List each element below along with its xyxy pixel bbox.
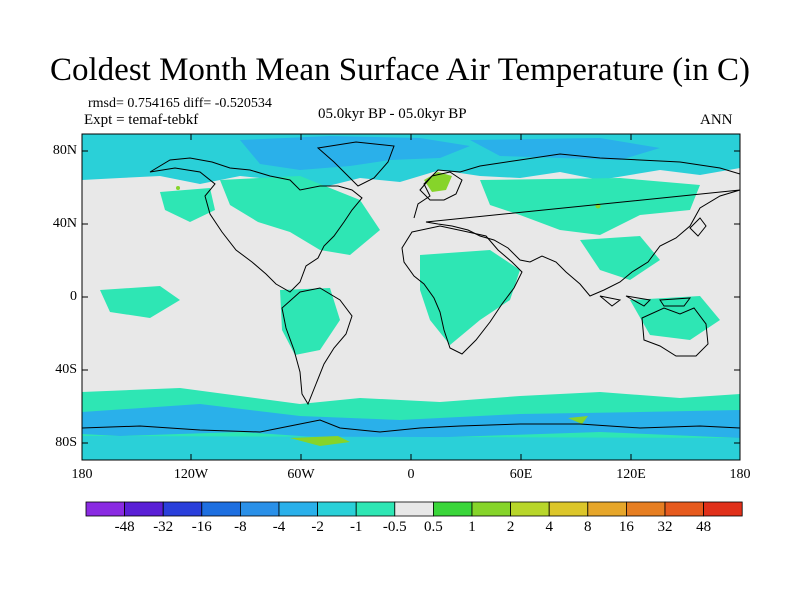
colorbar-label: 48 (696, 519, 712, 535)
colorbar-label: 8 (584, 519, 592, 535)
australia-coast (641, 307, 709, 357)
map-title: Coldest Month Mean Surface Air Temperatu… (50, 52, 750, 88)
season-text: ANN (700, 112, 733, 128)
colorbar-label: -48 (114, 519, 135, 535)
colorbar-box (432, 501, 473, 517)
greenland-coast (316, 141, 395, 187)
africa-coast (401, 225, 523, 355)
lon-label-180w: 180 (71, 467, 93, 482)
africa-teal-field (420, 250, 520, 345)
colorbar-label: 2 (506, 519, 515, 535)
colorbar-box (471, 501, 511, 517)
lon-label-180e: 180 (729, 467, 751, 482)
japan-coast (689, 217, 707, 237)
colorbar-box (124, 501, 164, 517)
colorbar-label: 0.5 (424, 519, 443, 535)
lat-label-80n: 80N (52, 143, 77, 158)
europe-blue-field (470, 138, 660, 160)
antarctic-peninsula-warm-spot (290, 436, 350, 446)
colorbar-label: -8 (234, 519, 247, 535)
anomaly-fields (82, 134, 740, 460)
colorbar-box (510, 501, 550, 517)
colorbar-box (587, 501, 627, 517)
colorbar-label: -16 (191, 519, 212, 535)
east-antarctic-warm-spot (568, 416, 588, 424)
colorbar-box (317, 501, 357, 517)
colorbar-label: -1 (349, 519, 363, 535)
colorbar-box (278, 501, 318, 517)
pacific-teal-field (160, 188, 215, 222)
lat-label-0: 0 (70, 289, 77, 304)
north-america-teal-field (220, 176, 380, 255)
experiment-text: Expt = temaf-tebkf (84, 112, 199, 128)
lon-label-120e: 120E (616, 467, 646, 482)
colorbar-label: 1 (468, 519, 476, 535)
tropical-pacific-teal-field (100, 286, 180, 318)
colorbar (85, 501, 743, 517)
colorbar-label: -32 (153, 519, 174, 535)
colorbar-label: -0.5 (382, 519, 407, 535)
lat-label-80s: 80S (55, 435, 77, 450)
lon-label-60w: 60W (287, 467, 315, 482)
north-america-coast (149, 157, 363, 293)
south-america-teal-field (280, 288, 340, 355)
colorbar-label: -2 (311, 519, 324, 535)
colorbar-label: 16 (618, 519, 634, 535)
lat-label-40s: 40S (55, 362, 77, 377)
colorbar-label: 4 (545, 519, 553, 535)
arctic-blue-field (240, 136, 470, 170)
colorbar-box (239, 501, 280, 517)
siberia-teal-field (480, 178, 700, 235)
colorbar-label: -4 (272, 519, 286, 535)
lon-label-60e: 60E (509, 467, 533, 482)
coastlines (81, 141, 741, 433)
lat-label-40n: 40N (52, 216, 77, 231)
asia-teal-field (580, 236, 660, 280)
scandinavia-coast (419, 171, 463, 201)
antarctica-coast (81, 419, 741, 433)
antarctic-cyan-field (82, 436, 740, 460)
maritime-continent-coast (599, 295, 692, 307)
indian-teal-field (630, 296, 720, 340)
colorbar-box (355, 501, 396, 517)
colorbar-box (548, 501, 589, 517)
lon-label-120w: 120W (173, 467, 209, 482)
colorbar-label: 32 (657, 519, 673, 535)
colorbar-box (394, 501, 434, 517)
colorbar-box (703, 501, 743, 517)
colorbar-box (201, 501, 241, 517)
alaska-warm-spot (176, 186, 180, 190)
colorbar-box (664, 501, 704, 517)
colorbar-box (85, 501, 125, 517)
stats-text: rmsd= 0.754165 diff= -0.520534 (88, 96, 272, 111)
colorbar-box (162, 501, 203, 517)
south-america-coast (281, 287, 353, 406)
colorbar-box (626, 501, 666, 517)
period-text: 05.0kyr BP - 05.0kyr BP (318, 106, 467, 122)
eurasia-coast (413, 153, 741, 297)
antarctic-blue-field (82, 404, 740, 440)
lon-label-0: 0 (407, 467, 415, 482)
map-ticks (82, 134, 740, 460)
